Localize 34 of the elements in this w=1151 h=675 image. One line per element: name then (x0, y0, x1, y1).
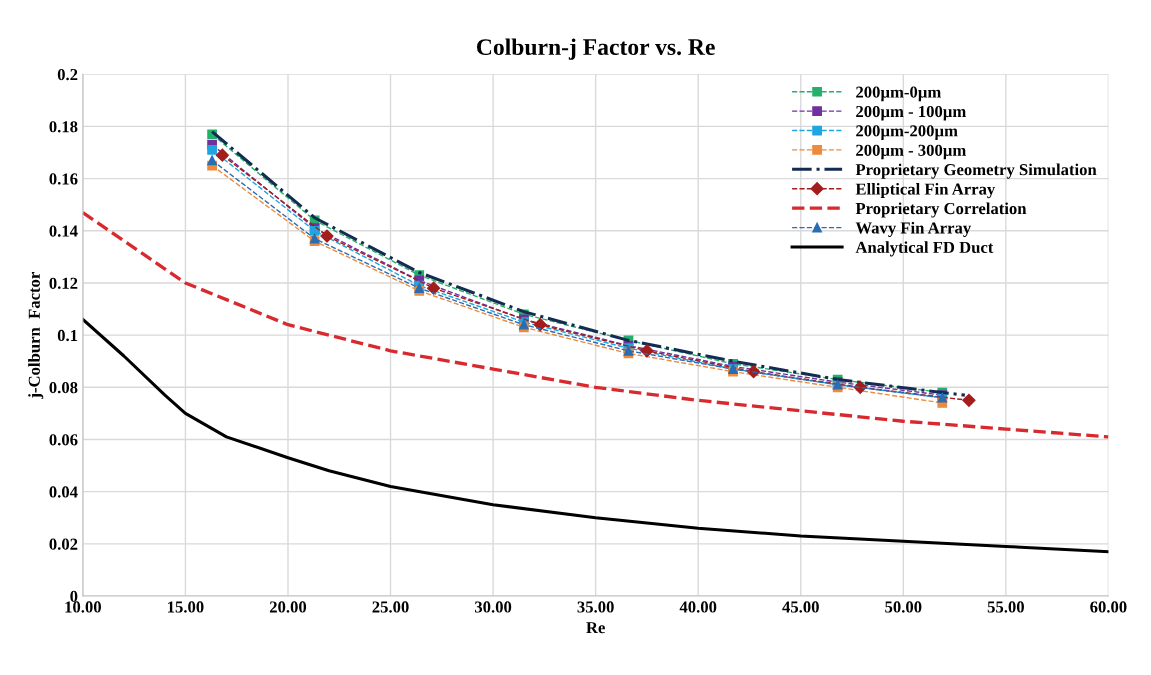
x-tick-label: 55.00 (987, 601, 1024, 613)
x-tick-label: 35.00 (577, 601, 614, 613)
legend-label: 200µm-0µm (856, 86, 941, 102)
y-tick-label: 0.14 (49, 225, 78, 237)
x-tick-label: 15.00 (168, 601, 204, 613)
legend-label: Wavy Fin Array (855, 221, 972, 237)
x-tick-label: 40.00 (679, 601, 717, 613)
y-tick-label: 0.06 (49, 434, 78, 446)
x-tick-label: 60.00 (1090, 601, 1127, 613)
y-tick-label: 0.16 (49, 173, 78, 185)
x-tick-label: 20.00 (269, 601, 307, 613)
y-tick-label: 0.02 (49, 538, 78, 550)
y-tick-label: 0.08 (49, 382, 78, 394)
legend-label: Elliptical Fin Array (855, 182, 996, 199)
chart-title: Colburn-j Factor vs. Re (477, 38, 715, 60)
y-tick-label: 0.04 (49, 486, 78, 498)
legend-label: 200µm - 100µm (856, 105, 966, 121)
x-tick-label: 45.00 (782, 601, 819, 613)
legend-label: Proprietary Geometry Simulation (855, 163, 1097, 179)
legend-label: Proprietary Correlation (855, 202, 1027, 218)
y-tick-label: 0.12 (49, 277, 78, 289)
y-axis-title: j-Colburn Factor (28, 272, 44, 399)
y-tick-label: 0 (70, 590, 78, 602)
legend-label: Analytical FD Duct (855, 241, 994, 257)
y-tick-label: 0.2 (57, 68, 78, 81)
x-tick-label: 50.00 (885, 601, 922, 613)
y-tick-label: 0.18 (49, 121, 78, 133)
y-tick-label: 0.1 (57, 329, 78, 342)
x-axis-title: Re (586, 622, 605, 634)
x-tick-label: 10.00 (65, 601, 101, 613)
legend-label: 200µm-200µm (856, 125, 958, 140)
legend-label: 200µm - 300µm (856, 144, 966, 160)
x-tick-label: 25.00 (372, 601, 409, 613)
x-tick-label: 30.00 (474, 601, 512, 613)
